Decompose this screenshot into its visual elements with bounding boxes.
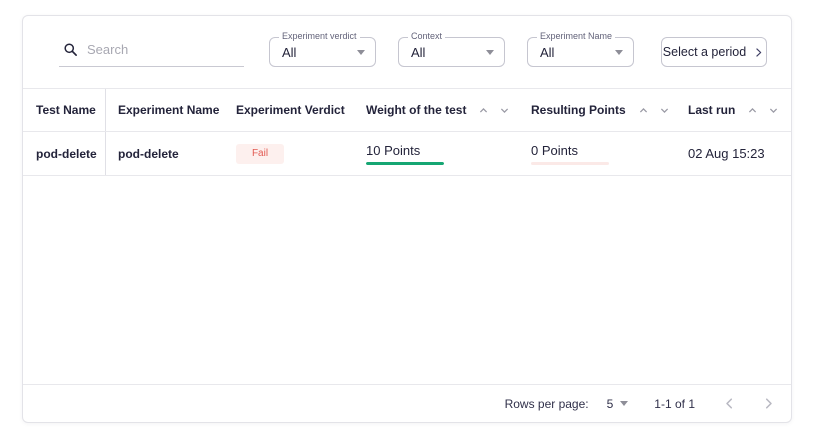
resulting-points-value: 0 Points [531,142,578,158]
test-name-value: pod-delete [36,146,97,161]
caret-down-icon [486,49,494,55]
last-run-value: 02 Aug 15:23 [688,146,765,161]
sort-ascending-icon[interactable] [636,103,651,118]
caret-down-icon [357,49,365,55]
experiments-table-card: Experiment verdict All Context All Exper… [22,15,792,423]
cell-test-name: pod-delete [23,132,106,175]
rows-per-page-label: Rows per page: [504,396,589,411]
context-value: All [411,44,426,60]
experiment-name-value: pod-delete [118,146,179,161]
cell-experiment-verdict: Fail [224,132,354,175]
filters-toolbar: Experiment verdict All Context All Exper… [23,16,791,88]
sort-descending-icon[interactable] [766,103,781,118]
table-row[interactable]: pod-delete pod-delete Fail 10 Points 0 P… [23,131,791,176]
sort-ascending-icon[interactable] [745,103,760,118]
experiment-name-value: All [540,44,555,60]
context-select[interactable]: Context All [398,31,505,67]
cell-last-run: 02 Aug 15:23 [676,132,791,175]
column-header-last-run: Last run [676,89,791,131]
sort-descending-icon[interactable] [657,103,672,118]
rows-per-page-select[interactable]: 5 [607,397,629,411]
column-label: Experiment Verdict [236,103,345,117]
experiment-verdict-select[interactable]: Experiment verdict All [269,31,376,67]
weight-progress-track [366,161,444,165]
column-label: Resulting Points [531,103,626,117]
sort-descending-icon[interactable] [497,103,512,118]
context-label: Context [408,31,446,41]
verdict-fail-badge: Fail [236,143,284,164]
column-header-experiment-verdict: Experiment Verdict [224,89,354,131]
experiment-verdict-value: All [282,44,297,60]
caret-down-icon [615,49,623,55]
column-header-weight: Weight of the test [354,89,519,131]
sort-ascending-icon[interactable] [476,103,491,118]
cell-resulting-points: 0 Points [519,132,676,175]
rows-per-page-value: 5 [606,396,614,411]
table-empty-area [23,176,791,384]
experiment-name-label: Experiment Name [537,31,616,41]
search-input[interactable] [87,42,242,57]
column-label: Last run [688,103,736,117]
cell-experiment-name: pod-delete [106,132,224,175]
caret-down-icon [620,401,629,406]
experiment-verdict-label: Experiment verdict [279,31,360,41]
select-period-button[interactable]: Select a period [661,37,767,67]
weight-progress-fill [366,161,444,165]
column-header-test-name: Test Name [23,89,106,131]
chevron-right-icon [752,46,765,59]
cell-weight: 10 Points [354,132,519,175]
column-label: Experiment Name [118,103,220,117]
pagination-range: 1-1 of 1 [654,396,695,411]
column-header-resulting-points: Resulting Points [519,89,676,131]
pagination-bar: Rows per page: 5 1-1 of 1 [23,384,791,422]
column-label: Test Name [36,103,96,117]
weight-value: 10 Points [366,142,421,158]
search-field[interactable] [59,37,244,67]
search-icon [63,42,78,57]
column-header-experiment-name: Experiment Name [106,89,224,131]
column-label: Weight of the test [366,103,467,117]
select-period-label: Select a period [662,45,747,59]
next-page-button[interactable] [760,395,777,412]
table-header-row: Test Name Experiment Name Experiment Ver… [23,88,791,131]
resulting-progress-track [531,161,609,165]
experiment-name-select[interactable]: Experiment Name All [527,31,634,67]
previous-page-button[interactable] [721,395,738,412]
